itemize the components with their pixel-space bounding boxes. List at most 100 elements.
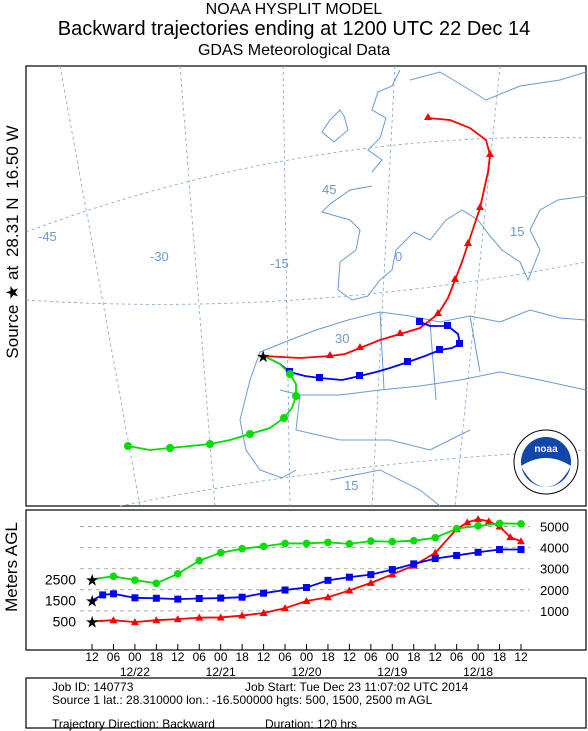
map-marker-1500 [416,318,423,325]
series-point-2500 [452,524,461,533]
trajectory-direction: Trajectory Direction: Backward [52,717,215,731]
coast-ireland [321,109,349,143]
x-tick-label: 12 [85,650,99,664]
lon-line-0 [371,65,396,507]
coast-north [409,71,587,101]
series-point-1500 [260,589,268,597]
x-tick-label: 06 [450,650,464,664]
x-tick-label: 12 [257,650,271,664]
series-line-1500 [91,548,521,602]
right-axis-tick-label: 2000 [540,583,569,598]
series-point-500 [195,613,204,621]
map-marker-500 [451,275,459,282]
series-point-2500 [238,544,246,553]
series-point-1500 [174,595,182,603]
series-point-2500 [367,537,375,545]
x-tick-label: 00 [386,650,400,664]
map-trajectories: ★ [124,113,494,452]
border-sahel [295,394,471,451]
series-point-500 [345,586,354,594]
height-frame [25,509,587,651]
series-point-500 [323,593,332,601]
series-point-500 [388,570,397,578]
x-tick-label: 06 [278,650,292,664]
job-start: Job Start: Tue Dec 23 11:07:02 UTC 2014 [245,680,469,694]
series-point-500 [506,533,515,541]
x-tick-label: 18 [235,650,249,664]
map-marker-1500 [436,346,443,353]
start-star-1500: ★ [85,591,99,610]
coast-britain [367,69,401,173]
series-point-2500 [324,538,332,547]
series-point-1500 [388,566,396,574]
x-tick-label: 00 [300,650,314,664]
noaa-logo-bird-icon [521,458,571,487]
map-marker-2500 [246,430,254,438]
start-height-labels: ★ 500 ★ 1500 ★ 2500 [45,570,100,631]
x-tick-label: 18 [321,650,335,664]
x-tick-label: 06 [107,650,121,664]
series-point-500 [517,537,525,545]
series-point-500 [152,616,161,624]
map-marker-500 [396,329,404,336]
x-tick-label: 00 [128,650,142,664]
start-label-1500: 1500 [45,592,76,608]
series-point-2500 [302,539,311,548]
x-date-label: 12/18 [463,665,493,679]
lat-line-15 [119,449,587,507]
series-point-1500 [195,594,203,602]
lon-label-15: 15 [510,224,524,239]
series-point-1500 [496,546,504,554]
source-star-marker: ★ [256,349,270,366]
coast-iberia-france-italy [321,185,587,301]
coast-west-africa [239,351,297,479]
x-tick-label: 12 [343,650,357,664]
series-point-1500 [281,586,289,594]
lon-line-m15 [282,65,291,507]
x-tick-label: 06 [193,650,207,664]
lat-label-45: 45 [322,182,336,197]
noaa-logo: noaa [513,429,579,495]
series-point-2500 [109,572,118,581]
map-marker-1500 [316,374,323,381]
map-marker-500 [424,113,432,120]
source-1: Source 1 lat.: 28.310000 lon.: -16.50000… [52,693,433,707]
series-point-1500 [453,551,461,559]
series-point-2500 [131,576,139,584]
map-marker-2500 [280,414,288,422]
start-label-2500: 2500 [45,571,76,587]
map-panel: 45 30 15 -45 -30 -15 0 15 [25,65,587,507]
map-marker-500 [464,239,472,246]
map-marker-2500 [292,392,300,400]
series-point-1500 [217,594,225,602]
x-tick-label: 12 [514,650,528,664]
x-tick-label: 00 [471,650,485,664]
series-point-2500 [517,520,525,528]
series-point-1500 [131,594,139,602]
title-line-2: Backward trajectories ending at 1200 UTC… [57,18,531,40]
x-tick-label: 06 [364,650,378,664]
lat-line-30 [25,261,587,305]
series-point-2500 [474,522,482,530]
series-point-500 [259,609,268,617]
x-tick-label: 18 [493,650,507,664]
series-point-500 [130,618,139,626]
map-trajectory-500 [263,117,491,359]
lon-line-m30 [179,65,216,507]
series-point-1500 [367,571,375,579]
x-tick-label: 12 [171,650,185,664]
series-point-2500 [345,540,354,548]
series-point-1500 [238,593,246,601]
map-marker-500 [356,343,364,350]
series-point-2500 [409,536,418,545]
height-panel: 5000 4000 3000 2000 1000 12 06 00 18 12 06 00 18 12 0… [25,509,587,679]
series-point-1500 [152,594,160,602]
series-point-1500 [99,591,107,599]
map-coastlines [239,69,587,507]
map-marker-1500 [356,372,363,379]
height-series [91,515,525,626]
right-axis-tick-label: 5000 [540,520,569,535]
border-south [329,469,441,507]
map-marker-2500 [166,444,174,452]
